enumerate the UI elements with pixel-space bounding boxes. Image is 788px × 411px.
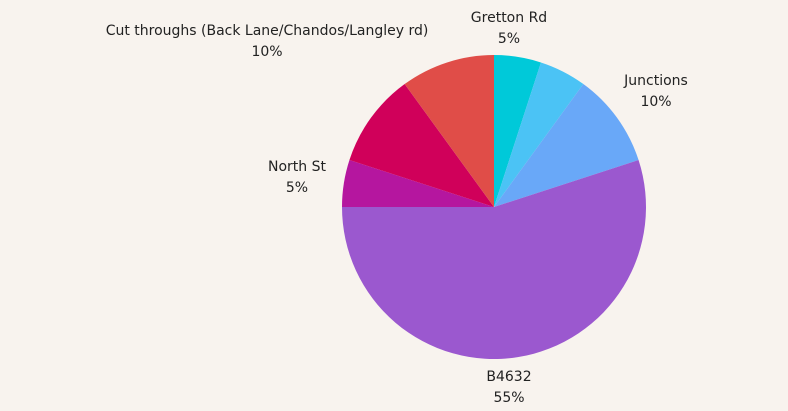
slice-value-label: 5% bbox=[286, 180, 308, 196]
slice-label: Gretton Rd bbox=[471, 10, 547, 26]
pie-slice bbox=[349, 84, 494, 207]
pie-slice bbox=[494, 84, 639, 207]
slice-label: B4632 bbox=[486, 369, 531, 385]
pie-slice bbox=[494, 62, 584, 208]
pie-slice bbox=[494, 55, 541, 207]
slice-value-label: 5% bbox=[498, 31, 520, 47]
slice-label: Cut throughs (Back Lane/Chandos/Langley … bbox=[106, 23, 429, 39]
slice-label: North St bbox=[268, 159, 326, 175]
slice-value-label: 10% bbox=[251, 44, 282, 60]
pie-slice bbox=[404, 55, 494, 207]
slice-value-label: 10% bbox=[640, 94, 671, 110]
pie-slice bbox=[342, 160, 646, 360]
slice-label: Junctions bbox=[623, 73, 688, 89]
slice-value-label: 55% bbox=[493, 390, 524, 406]
pie-slice bbox=[342, 160, 494, 207]
